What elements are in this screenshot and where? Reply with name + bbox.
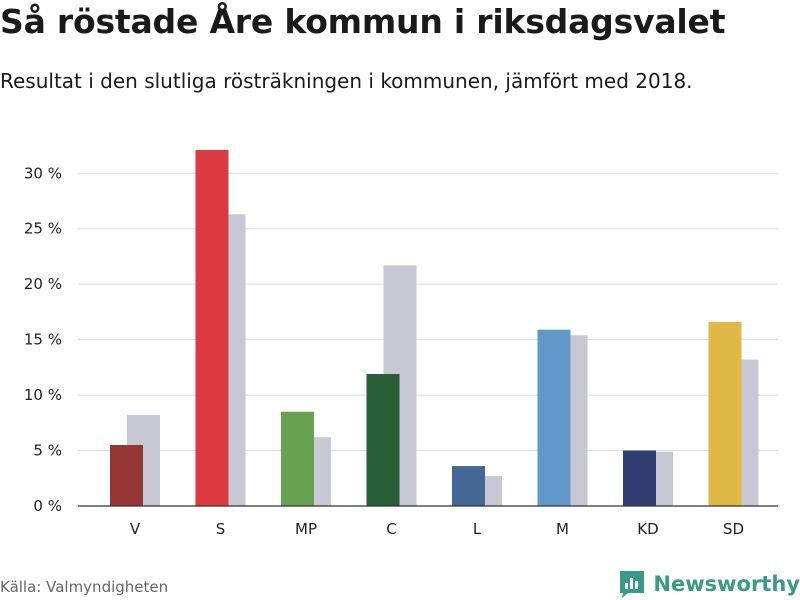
x-tick-label: S — [216, 520, 226, 538]
bar-2022-kd — [623, 450, 656, 506]
newsworthy-logo: Newsworthy — [619, 568, 800, 600]
x-tick-label: C — [386, 520, 396, 538]
source-note: Källa: Valmyndigheten — [0, 578, 169, 596]
y-tick-label: 30 % — [24, 164, 62, 182]
y-tick-label: 0 % — [33, 497, 62, 515]
y-tick-label: 25 % — [24, 220, 62, 238]
x-tick-label: V — [130, 520, 141, 538]
bar-chart: 0 % 5 % 10 % 15 % 20 % 25 % 30 % V S MP C L M KD SD — [24, 149, 778, 538]
chart-title: Så röstade Åre kommun i riksdagsvalet — [0, 2, 726, 41]
y-tick-label: 10 % — [24, 386, 62, 404]
x-tick-label: MP — [295, 520, 317, 538]
x-tick-label: M — [556, 520, 569, 538]
x-tick-label: SD — [723, 520, 744, 538]
bar-2022-s — [195, 149, 229, 506]
x-tick-label: L — [473, 520, 482, 538]
bar-2022-sd — [708, 321, 742, 506]
y-tick-label: 20 % — [24, 275, 62, 293]
y-tick-label: 5 % — [33, 442, 62, 460]
y-tick-label: 15 % — [24, 331, 62, 349]
x-tick-label: KD — [637, 520, 658, 538]
bar-2022-l — [452, 466, 485, 506]
chart-subtitle: Resultat i den slutliga rösträkningen i … — [0, 69, 693, 93]
bar-2022-c — [366, 374, 400, 506]
bar-2022-v — [110, 445, 143, 506]
bar-2022-mp — [281, 411, 314, 506]
bar-2022-m — [537, 329, 571, 506]
brand-name: Newsworthy — [653, 572, 800, 596]
newsworthy-bar-icon — [620, 571, 645, 598]
